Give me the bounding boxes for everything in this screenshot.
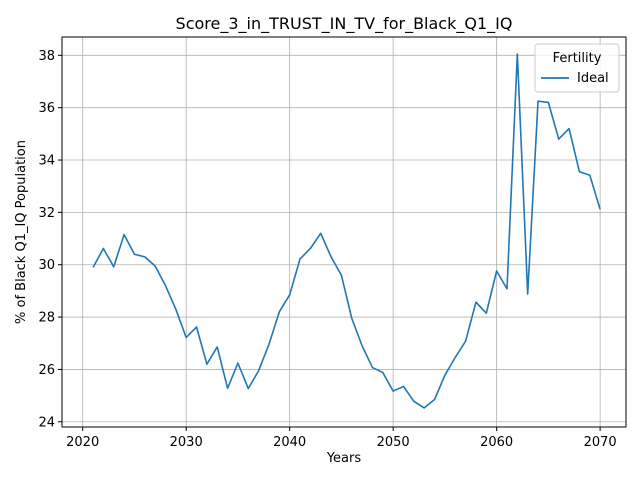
x-tick-label: 2070 bbox=[584, 435, 617, 450]
grid bbox=[62, 37, 626, 427]
x-tick-label: 2040 bbox=[273, 435, 306, 450]
x-tick-label: 2030 bbox=[170, 435, 203, 450]
y-tick-label: 32 bbox=[38, 206, 55, 221]
x-tick-label: 2050 bbox=[377, 435, 410, 450]
legend-entry-label: Ideal bbox=[577, 71, 609, 86]
x-axis-label: Years bbox=[326, 451, 362, 466]
plot-frame bbox=[61, 36, 627, 428]
y-tick-label: 38 bbox=[38, 49, 55, 64]
x-tick-label: 2020 bbox=[66, 435, 99, 450]
chart-title: Score_3_in_TRUST_IN_TV_for_Black_Q1_IQ bbox=[176, 14, 513, 34]
y-tick-label: 24 bbox=[38, 415, 55, 430]
legend-title: Fertility bbox=[553, 51, 602, 66]
y-tick-label: 30 bbox=[38, 258, 55, 273]
x-tick-label: 2060 bbox=[480, 435, 513, 450]
axis-ticks: 2020 2030 2040 2050 2060 2070 24 26 28 30 32 34 36 38 bbox=[38, 49, 616, 450]
y-tick-label: 28 bbox=[38, 311, 55, 326]
series-lines bbox=[92, 53, 601, 409]
series-line-ideal bbox=[92, 53, 601, 409]
legend-entries: Ideal bbox=[541, 71, 609, 86]
y-tick-label: 26 bbox=[38, 363, 55, 378]
legend: Fertility Ideal bbox=[534, 43, 620, 93]
y-tick-label: 36 bbox=[38, 101, 55, 116]
y-axis-label: % of Black Q1_IQ Population bbox=[14, 140, 29, 324]
legend-box bbox=[534, 43, 620, 93]
y-tick-label: 34 bbox=[38, 154, 55, 169]
